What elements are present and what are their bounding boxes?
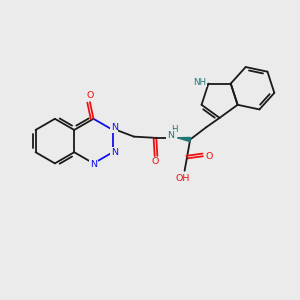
Polygon shape <box>177 137 190 142</box>
Text: N: N <box>90 160 97 169</box>
Text: H: H <box>171 125 178 134</box>
Text: O: O <box>206 152 213 161</box>
Text: N: N <box>111 148 118 157</box>
Text: NH: NH <box>194 78 207 87</box>
Text: N: N <box>111 123 118 132</box>
Text: N: N <box>167 131 174 140</box>
Text: O: O <box>86 91 94 100</box>
Text: OH: OH <box>175 174 190 183</box>
Text: O: O <box>151 158 158 166</box>
